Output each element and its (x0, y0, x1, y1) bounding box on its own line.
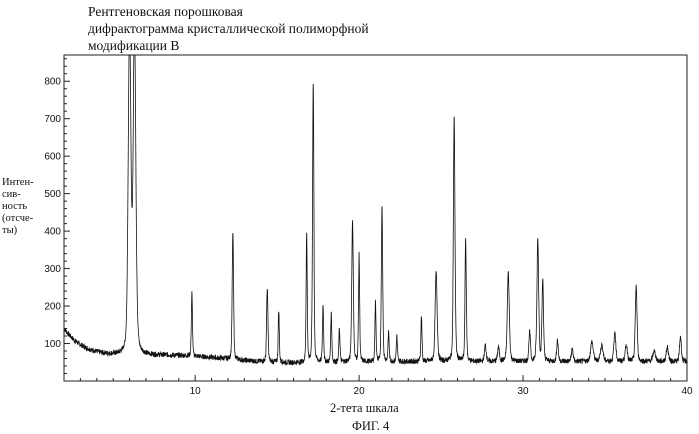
y-tick-label: 100 (44, 339, 61, 350)
plot-frame (64, 55, 687, 381)
x-tick-label: 20 (354, 386, 366, 397)
axis-ticks: 10 20 30 40 100 200 300 400 500 600 700 800 (44, 59, 693, 397)
y-tick-label: 800 (44, 77, 61, 88)
y-tick-label: 200 (44, 302, 61, 313)
y-tick-label: 500 (44, 189, 61, 200)
x-tick-label: 30 (517, 386, 529, 397)
y-tick-label: 600 (44, 152, 61, 163)
y-tick-label: 700 (44, 114, 61, 125)
x-tick-label: 40 (681, 386, 693, 397)
diffraction-trace (64, 14, 687, 365)
x-tick-label: 10 (190, 386, 202, 397)
y-tick-label: 300 (44, 264, 61, 275)
y-tick-label: 400 (44, 227, 61, 238)
